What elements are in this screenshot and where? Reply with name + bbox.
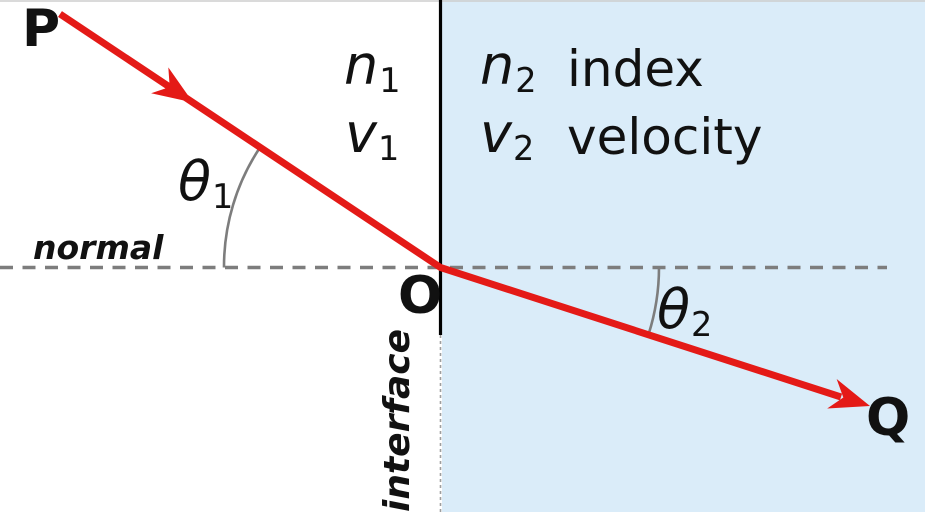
v2-base: v xyxy=(480,102,512,165)
theta1-base: θ xyxy=(178,150,212,213)
theta2-arc xyxy=(647,267,661,335)
theta2-subscript: 2 xyxy=(691,305,713,345)
v2-subscript: 2 xyxy=(512,129,535,169)
refraction-angle-label: θ2 xyxy=(657,283,712,342)
n2-base: n xyxy=(480,34,515,97)
velocity-legend-label: velocity xyxy=(567,108,763,166)
point-q-label: Q xyxy=(866,388,911,448)
point-o-label: O xyxy=(398,266,443,326)
n1-subscript: 1 xyxy=(379,61,401,101)
v1-subscript: 1 xyxy=(377,129,400,169)
refracted-ray-arrowhead-icon xyxy=(827,379,870,409)
normal-line-label: normal xyxy=(33,228,164,267)
theta2-base: θ xyxy=(657,278,691,341)
incident-ray-arrowhead-icon xyxy=(151,67,193,103)
interface-line-label: interface xyxy=(377,328,418,512)
incidence-angle-label: θ1 xyxy=(178,155,233,214)
theta1-subscript: 1 xyxy=(212,177,234,217)
n2-subscript: 2 xyxy=(515,61,537,101)
point-p-label: P xyxy=(22,0,61,59)
medium-2-region xyxy=(442,0,925,512)
medium2-index-symbol: n2 xyxy=(480,39,537,98)
n1-base: n xyxy=(344,34,379,97)
v1-base: v xyxy=(345,102,377,165)
index-legend-label: index xyxy=(567,40,704,98)
medium1-index-symbol: n1 xyxy=(344,39,401,98)
theta1-arc xyxy=(222,146,262,268)
medium2-velocity-symbol: v2 xyxy=(480,107,534,166)
medium1-velocity-symbol: v1 xyxy=(345,107,399,166)
